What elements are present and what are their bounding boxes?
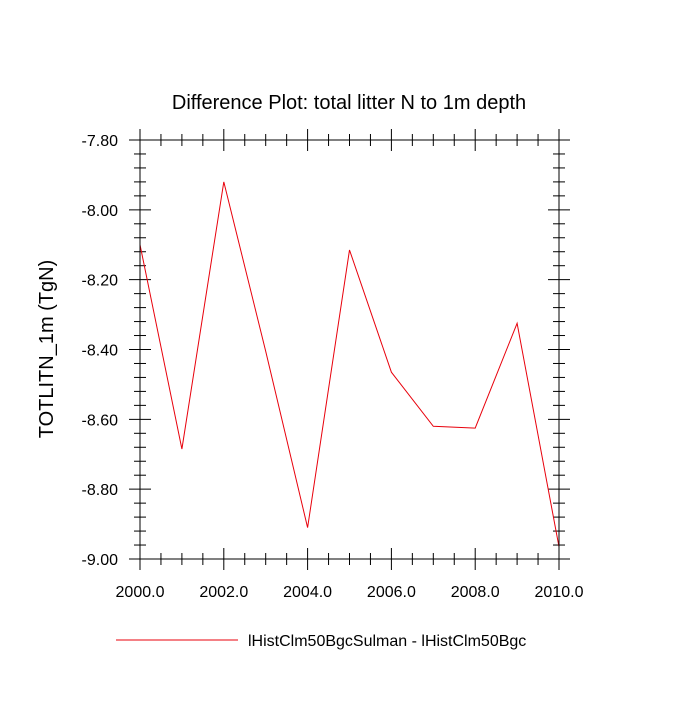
axis-tick-labels: 2000.0 2002.0 2004.0 2006.0 2008.0 2010.0 -7.8… [82,133,584,601]
x-tick-label: 2002.0 [199,584,248,601]
legend-label: lHistClm50BgcSulman - lHistClm50Bgc [248,633,526,650]
y-tick-label: -8.60 [82,412,119,429]
plot-frame [139,139,560,560]
axis-ticks [129,129,570,570]
x-tick-label: 2008.0 [451,584,500,601]
y-tick-label: -9.00 [82,552,119,569]
x-tick-label: 2004.0 [283,584,332,601]
x-tick-label: 2010.0 [535,584,584,601]
chart-title: Difference Plot: total litter N to 1m de… [172,92,526,114]
x-tick-label: 2000.0 [116,584,165,601]
y-axis-label: TOTLITN_1m (TgN) [36,260,58,439]
y-tick-label: -7.80 [82,133,119,150]
x-tick-label: 2006.0 [367,584,416,601]
series-layer [139,181,560,547]
y-tick-label: -8.80 [82,482,119,499]
series-line [139,181,560,547]
legend: lHistClm50BgcSulman - lHistClm50Bgc [116,633,526,650]
y-tick-label: -8.20 [82,273,119,290]
y-tick-label: -8.00 [82,203,119,220]
y-tick-label: -8.40 [82,343,119,360]
